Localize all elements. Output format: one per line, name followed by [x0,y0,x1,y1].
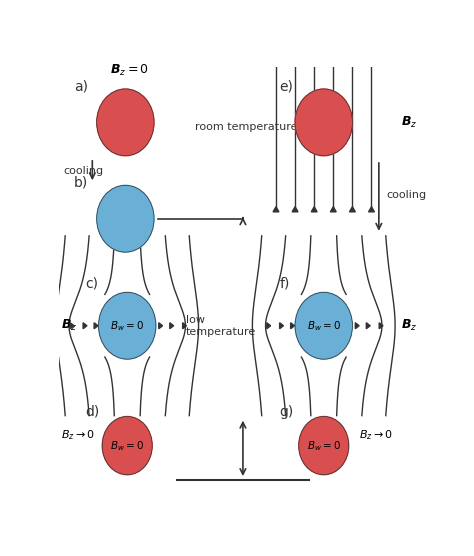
Text: $B_z \rightarrow 0$: $B_z \rightarrow 0$ [359,428,392,442]
Polygon shape [159,322,163,329]
Text: low
temperature: low temperature [186,315,256,336]
Circle shape [295,292,352,359]
Text: $B_w = 0$: $B_w = 0$ [110,319,144,332]
Circle shape [295,89,352,156]
Polygon shape [292,207,298,212]
Polygon shape [311,207,317,212]
Polygon shape [330,207,336,212]
Text: $B_w = 0$: $B_w = 0$ [110,439,144,453]
Circle shape [97,185,154,252]
Polygon shape [70,322,74,329]
Polygon shape [267,322,271,329]
Polygon shape [291,322,294,329]
Text: room temperature: room temperature [195,122,298,132]
Polygon shape [273,207,279,212]
Polygon shape [280,322,283,329]
Text: b): b) [74,176,88,190]
Polygon shape [83,322,87,329]
Polygon shape [349,207,356,212]
Text: $\boldsymbol{B}_z$: $\boldsymbol{B}_z$ [61,318,77,333]
Text: $B_z \rightarrow 0$: $B_z \rightarrow 0$ [61,428,95,442]
Circle shape [97,89,154,156]
Text: $\boldsymbol{B}_z$: $\boldsymbol{B}_z$ [401,318,418,333]
Text: a): a) [74,80,88,93]
Text: cooling: cooling [63,166,103,176]
Text: c): c) [85,276,98,290]
Text: $B_w = 0$: $B_w = 0$ [307,439,341,453]
Polygon shape [170,322,173,329]
Circle shape [99,292,156,359]
Circle shape [299,416,349,475]
Text: g): g) [280,405,294,419]
Text: $B_w = 0$: $B_w = 0$ [307,319,341,332]
Polygon shape [94,322,98,329]
Text: $\boldsymbol{B}_z$: $\boldsymbol{B}_z$ [401,115,418,130]
Polygon shape [369,207,374,212]
Polygon shape [182,322,186,329]
Polygon shape [356,322,359,329]
Text: cooling: cooling [386,190,426,200]
Text: d): d) [85,405,99,419]
Circle shape [102,416,152,475]
Text: f): f) [280,276,290,290]
Text: e): e) [280,80,293,93]
Polygon shape [366,322,370,329]
Polygon shape [379,322,383,329]
Text: $\boldsymbol{B}_z = 0$: $\boldsymbol{B}_z = 0$ [109,63,148,78]
